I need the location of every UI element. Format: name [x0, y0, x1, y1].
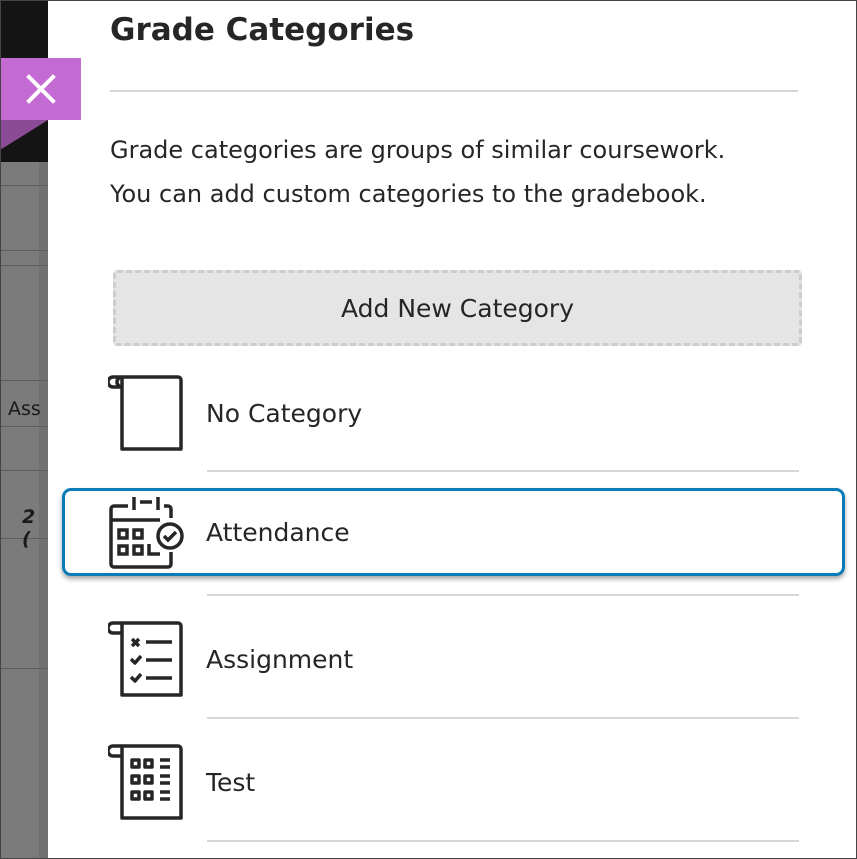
divider — [0, 250, 48, 251]
grade-categories-panel: Grade Categories Grade categories are gr… — [48, 0, 857, 859]
test-grid-icon — [108, 744, 183, 820]
backdrop-column-header: Ass — [8, 398, 41, 420]
page-title: Grade Categories — [110, 12, 415, 48]
category-no-category[interactable]: No Category — [62, 369, 845, 457]
blank-page-icon — [108, 375, 183, 451]
divider — [207, 594, 799, 596]
close-icon — [25, 74, 56, 104]
category-label: Assignment — [206, 644, 354, 674]
divider — [0, 470, 48, 471]
divider — [110, 90, 798, 92]
divider — [0, 538, 48, 539]
close-tab-fold — [0, 120, 48, 150]
category-label: No Category — [206, 398, 363, 428]
category-assignment[interactable]: Assignment — [62, 615, 845, 703]
category-attendance[interactable]: Attendance — [62, 488, 845, 576]
category-label: Test — [206, 767, 256, 797]
backdrop-column — [39, 162, 48, 859]
divider — [207, 717, 799, 719]
description-line: Grade categories are groups of similar c… — [110, 136, 726, 164]
category-label: Attendance — [206, 517, 350, 547]
divider — [0, 668, 48, 669]
close-panel-button[interactable] — [0, 58, 81, 120]
divider — [0, 426, 48, 427]
description: Grade categories are groups of similar c… — [110, 128, 810, 216]
add-new-category-button[interactable]: Add New Category — [113, 270, 802, 346]
calendar-check-icon — [109, 497, 184, 569]
divider — [0, 380, 48, 381]
category-test[interactable]: Test — [62, 738, 845, 826]
divider — [0, 265, 48, 266]
divider — [207, 840, 799, 842]
backdrop-cell: 2 ( — [22, 506, 36, 550]
description-line: You can add custom categories to the gra… — [110, 180, 707, 208]
checklist-icon — [108, 621, 183, 697]
divider — [207, 470, 799, 472]
divider — [0, 185, 48, 186]
